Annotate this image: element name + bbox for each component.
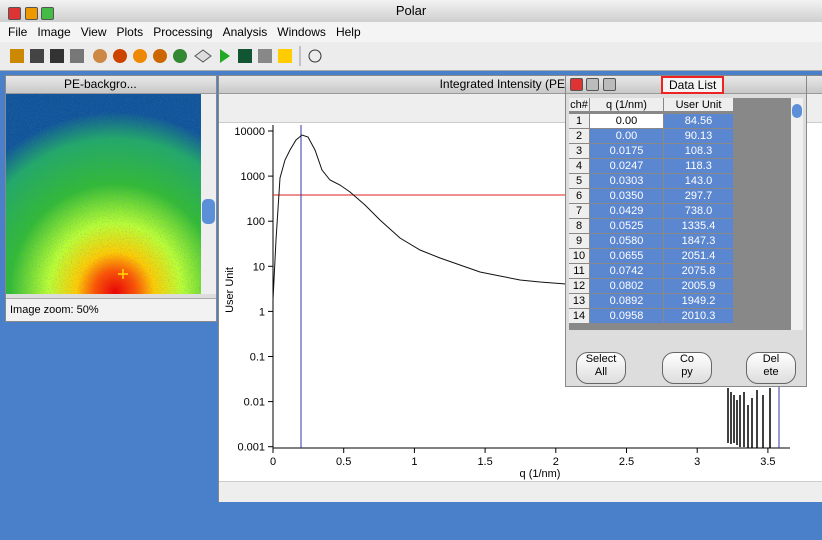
button-label: py <box>663 366 711 379</box>
table-cell[interactable]: 0.0350 <box>590 189 664 204</box>
table-cell[interactable]: 0.0892 <box>590 294 664 309</box>
data-list-titlebar: Data List <box>566 76 806 94</box>
screen: Polar File Image View Plots Processing Analys… <box>0 0 822 540</box>
table-cell[interactable]: 84.56 <box>664 114 734 129</box>
table-cell[interactable]: 0.0958 <box>590 309 664 324</box>
toolbar <box>0 42 822 71</box>
table-cell[interactable]: 0.0655 <box>590 249 664 264</box>
zoom-bar: Image zoom: 50% <box>6 298 216 321</box>
table-cell[interactable]: 3 <box>569 144 590 159</box>
table-cell[interactable]: 2005.9 <box>664 279 734 294</box>
menu-bar: File Image View Plots Processing Analysis Wind… <box>0 22 822 42</box>
table-cell[interactable]: 1949.2 <box>664 294 734 309</box>
table-cell[interactable]: 0.0525 <box>590 219 664 234</box>
table-cell[interactable]: 6 <box>569 189 590 204</box>
table-cell[interactable]: 8 <box>569 219 590 234</box>
table-cell[interactable]: 0.0247 <box>590 159 664 174</box>
table-cell[interactable]: 1847.3 <box>664 234 734 249</box>
table-cell[interactable]: 108.3 <box>664 144 734 159</box>
table-cell[interactable]: 5 <box>569 174 590 189</box>
table-cell[interactable]: 2051.4 <box>664 249 734 264</box>
table-cell[interactable]: 297.7 <box>664 189 734 204</box>
window-controls[interactable] <box>570 78 616 96</box>
table-cell[interactable]: 12 <box>569 279 590 294</box>
title-bar: Polar <box>0 0 822 22</box>
column-header: User Unit <box>664 98 734 112</box>
button-label: ete <box>747 366 795 379</box>
table-cell[interactable]: 0.0742 <box>590 264 664 279</box>
table-cell[interactable]: 7 <box>569 204 590 219</box>
table-cell[interactable]: 10 <box>569 249 590 264</box>
status-bar <box>219 481 822 502</box>
image-view <box>6 94 216 294</box>
table-cell[interactable]: 14 <box>569 309 590 324</box>
menu-item[interactable]: Help <box>336 25 361 39</box>
table-cell[interactable]: 9 <box>569 234 590 249</box>
table-cell[interactable]: 0.0175 <box>590 144 664 159</box>
table-cell[interactable]: 2075.8 <box>664 264 734 279</box>
button-label: All <box>577 366 625 379</box>
menu-item[interactable]: Analysis <box>223 25 268 39</box>
table-cell[interactable]: 1 <box>569 114 590 129</box>
button-label: Del <box>747 353 795 366</box>
menu-item[interactable]: Processing <box>153 25 212 39</box>
table-cell[interactable]: 0.00 <box>590 114 664 129</box>
table-cell[interactable]: 1335.4 <box>664 219 734 234</box>
image-panel-title: PE-backgro... <box>6 76 216 94</box>
table-cell[interactable]: 0.0429 <box>590 204 664 219</box>
table-cell[interactable]: 11 <box>569 264 590 279</box>
table-cell[interactable]: 143.0 <box>664 174 734 189</box>
window-title: Polar <box>396 3 426 18</box>
zoom-label: Image zoom: 50% <box>10 304 99 316</box>
table-cell[interactable]: 13 <box>569 294 590 309</box>
column-header: ch# <box>569 98 590 112</box>
scrollbar[interactable] <box>791 98 803 330</box>
table-cell[interactable]: 0.0802 <box>590 279 664 294</box>
table-cell[interactable]: 2 <box>569 129 590 144</box>
menu-item[interactable]: View <box>81 25 107 39</box>
menu-item[interactable]: Image <box>37 25 70 39</box>
menu-item[interactable]: Plots <box>117 25 144 39</box>
menu-item[interactable]: File <box>8 25 27 39</box>
table-cell[interactable]: 0.0580 <box>590 234 664 249</box>
table-cell[interactable]: 4 <box>569 159 590 174</box>
table-cell[interactable]: 738.0 <box>664 204 734 219</box>
table-cell[interactable]: 90.13 <box>664 129 734 144</box>
toolbar-icons[interactable] <box>0 42 400 70</box>
button-label: Select <box>577 353 625 366</box>
menu-item[interactable]: Windows <box>277 25 326 39</box>
table-cell[interactable]: 118.3 <box>664 159 734 174</box>
column-header: q (1/nm) <box>590 98 664 112</box>
button-label: Co <box>663 353 711 366</box>
image-panel: PE-backgro... Image zoom: 50% <box>5 75 217 322</box>
data-list-title: Data List <box>661 76 724 94</box>
table-cell[interactable]: 0.00 <box>590 129 664 144</box>
table-cell[interactable]: 2010.3 <box>664 309 734 324</box>
table-cell[interactable]: 0.0303 <box>590 174 664 189</box>
